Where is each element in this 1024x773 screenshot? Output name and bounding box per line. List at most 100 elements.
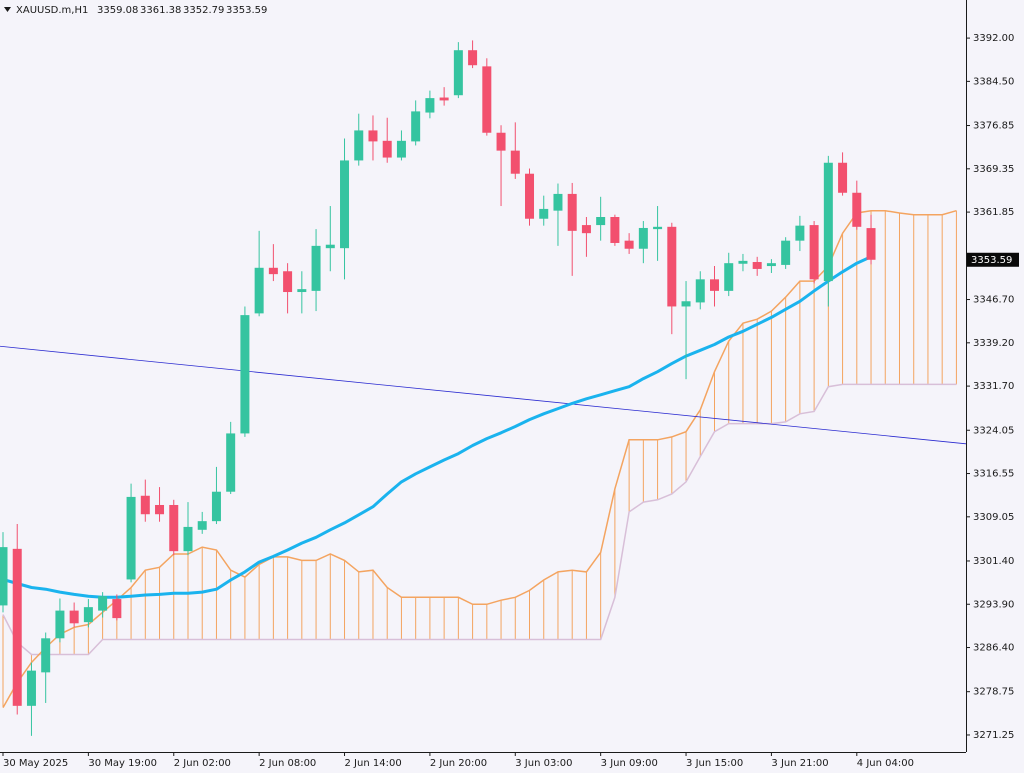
candle-body — [852, 192, 862, 227]
candle-body — [653, 226, 663, 230]
x-tick-label: 2 Jun 08:00 — [259, 758, 316, 769]
candle-body — [581, 225, 591, 234]
y-tick-label: 3369.35 — [973, 164, 1014, 175]
candle-body — [496, 132, 506, 151]
candle-body — [26, 670, 36, 706]
candle-body — [126, 496, 136, 580]
candle-body — [596, 217, 606, 226]
candle-body — [169, 504, 179, 552]
x-tick-label: 3 Jun 21:00 — [771, 758, 828, 769]
candle-body — [468, 50, 478, 66]
last-price-label: 3353.59 — [971, 255, 1012, 266]
y-tick-label: 3392.00 — [973, 33, 1014, 44]
candle-body — [738, 260, 748, 264]
y-tick-label: 3286.40 — [973, 643, 1014, 654]
x-tick-label: 2 Jun 14:00 — [345, 758, 402, 769]
candle-body — [140, 495, 150, 515]
candle-body — [112, 599, 122, 619]
header-high: 3361.38 — [140, 5, 181, 16]
candle-body — [183, 526, 193, 552]
header-close: 3353.59 — [226, 5, 267, 16]
candle-body — [695, 279, 705, 303]
candle-body — [340, 160, 350, 249]
y-tick-label: 3331.70 — [973, 381, 1014, 392]
candle-body — [254, 267, 264, 314]
candle-body — [823, 162, 833, 282]
header-open: 3359.08 — [97, 5, 138, 16]
y-tick-label: 3346.70 — [973, 295, 1014, 306]
candle-body — [368, 130, 378, 142]
candle-body — [752, 262, 762, 269]
candle-body — [710, 279, 719, 291]
candle-body — [396, 140, 406, 158]
y-tick-label: 3309.05 — [973, 512, 1014, 523]
axis-layer: 3392.00 3384.50 3376.85 3369.35 3361.85 3346.… — [2, 33, 1019, 769]
y-tick-label: 3324.05 — [973, 425, 1014, 436]
y-tick-label: 3271.25 — [973, 730, 1014, 741]
y-tick-label: 3293.90 — [973, 599, 1014, 610]
x-tick-label: 30 May 19:00 — [88, 758, 157, 769]
candle-layer — [0, 40, 876, 736]
candle-body — [681, 301, 691, 307]
candle-body — [724, 263, 734, 291]
cloud-span-b — [2, 383, 957, 656]
x-tick-label: 2 Jun 20:00 — [430, 758, 487, 769]
candle-body — [795, 225, 805, 241]
candle-body — [155, 504, 165, 515]
symbol-title: XAUUSD.m,H1 — [16, 5, 88, 16]
x-tick-label: 3 Jun 15:00 — [686, 758, 743, 769]
candle-body — [197, 521, 207, 530]
candle-body — [553, 193, 563, 211]
y-tick-label: 3384.50 — [973, 76, 1014, 87]
candle-body — [0, 547, 8, 606]
header-low: 3352.79 — [183, 5, 224, 16]
candle-body — [297, 289, 307, 293]
candle-body — [624, 240, 634, 249]
y-tick-label: 3278.75 — [973, 687, 1014, 698]
y-tick-label: 3339.20 — [973, 338, 1014, 349]
last-price-box — [967, 252, 1019, 267]
candle-body — [781, 240, 791, 265]
candle-body — [809, 225, 819, 280]
moving-average — [2, 255, 872, 599]
candle-body — [354, 130, 364, 161]
candle-body — [55, 610, 65, 639]
candle-body — [425, 98, 435, 113]
x-tick-label: 2 Jun 02:00 — [174, 758, 231, 769]
candle-body — [283, 271, 293, 293]
candle-body — [41, 638, 51, 673]
candle-body — [311, 245, 321, 291]
candle-body — [325, 244, 335, 249]
candle-body — [240, 315, 250, 434]
candle-body — [567, 193, 577, 231]
x-tick-label: 30 May 2025 — [3, 758, 68, 769]
x-tick-label: 3 Jun 03:00 — [515, 758, 572, 769]
x-tick-label: 4 Jun 04:00 — [857, 758, 914, 769]
candle-body — [638, 227, 648, 249]
line-layer — [0, 255, 967, 599]
candle-body — [226, 433, 236, 492]
candle-body — [98, 596, 108, 611]
candle-body — [83, 607, 93, 623]
candle-body — [211, 491, 221, 522]
candle-body — [411, 111, 421, 142]
menu-arrow[interactable] — [4, 7, 11, 12]
candle-body — [838, 162, 848, 193]
candle-body — [12, 548, 22, 706]
candle-body — [667, 226, 677, 307]
candle-body — [539, 208, 549, 219]
header: XAUUSD.m,H1 3359.08 3361.38 3352.79 3353… — [4, 5, 267, 16]
candle-body — [610, 217, 620, 243]
candle-body — [268, 267, 278, 275]
candle-body — [453, 50, 463, 96]
candle-body — [866, 228, 876, 260]
candle-body — [382, 140, 392, 158]
candle-body — [439, 97, 449, 101]
candle-body — [525, 173, 535, 219]
x-tick-label: 3 Jun 09:00 — [601, 758, 658, 769]
candle-body — [482, 66, 492, 133]
cloud-span-a — [2, 209, 957, 708]
